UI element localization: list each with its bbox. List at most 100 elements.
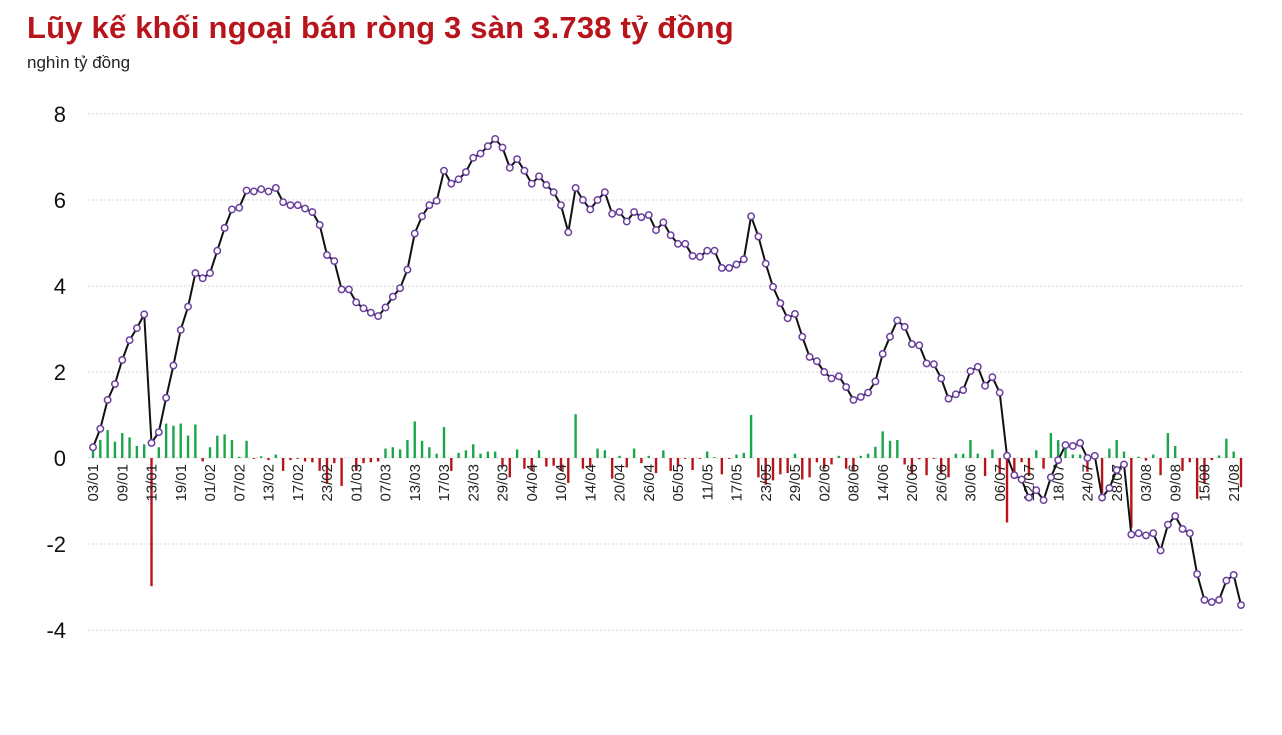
cumulative-point bbox=[710, 246, 719, 255]
daily-net-bar bbox=[925, 458, 928, 476]
cumulative-point bbox=[973, 362, 982, 371]
cumulative-point bbox=[483, 142, 492, 151]
daily-net-bar bbox=[179, 423, 182, 458]
daily-net-bar bbox=[376, 458, 380, 462]
daily-net-bar bbox=[1042, 458, 1045, 469]
cumulative-point bbox=[1083, 454, 1092, 462]
daily-net-bar bbox=[479, 453, 482, 458]
cumulative-point bbox=[1098, 493, 1107, 502]
cumulative-point bbox=[213, 246, 222, 255]
cumulative-point bbox=[1076, 439, 1085, 447]
cumulative-point bbox=[630, 208, 639, 216]
daily-net-bar bbox=[698, 458, 702, 459]
daily-net-bar bbox=[391, 447, 394, 458]
daily-net-bar bbox=[727, 458, 731, 459]
cumulative-point bbox=[235, 203, 244, 212]
cumulative-point bbox=[1134, 529, 1143, 538]
daily-net-bar bbox=[618, 455, 621, 458]
daily-net-bar bbox=[932, 458, 936, 459]
x-tick-label: 29/03 bbox=[495, 464, 512, 502]
x-tick-label: 15/08 bbox=[1197, 464, 1214, 502]
cumulative-point bbox=[652, 226, 660, 235]
cumulative-point bbox=[1200, 595, 1209, 604]
daily-net-bar bbox=[486, 451, 490, 458]
x-axis-ticks: 03/01 09/01 13/01 19/01 01/02 07/02 13/02 17/02… bbox=[85, 464, 1243, 502]
daily-net-bar bbox=[1181, 458, 1184, 471]
x-tick-label: 14/04 bbox=[582, 464, 599, 502]
daily-net-bar bbox=[559, 458, 563, 471]
x-tick-label: 20/04 bbox=[612, 464, 629, 502]
cumulative-point bbox=[1149, 529, 1158, 538]
daily-net-bar bbox=[333, 458, 336, 464]
daily-net-bar bbox=[983, 458, 987, 477]
daily-net-bar bbox=[910, 458, 914, 475]
cumulative-point bbox=[615, 208, 624, 216]
cumulative-point bbox=[308, 208, 317, 216]
cumulative-point bbox=[110, 380, 119, 388]
daily-net-bar bbox=[186, 435, 190, 458]
cumulative-point bbox=[1207, 598, 1216, 606]
cumulative-point bbox=[381, 303, 390, 312]
cumulative-point bbox=[856, 392, 865, 401]
cumulative-point bbox=[725, 263, 734, 272]
daily-net-bar bbox=[355, 458, 358, 471]
cumulative-point bbox=[132, 324, 141, 333]
cumulative-point bbox=[103, 396, 112, 404]
daily-net-bar bbox=[1100, 458, 1104, 494]
daily-net-bar bbox=[267, 458, 270, 461]
daily-net-bar bbox=[1166, 433, 1170, 458]
daily-net-bar bbox=[1005, 458, 1009, 523]
cumulative-point bbox=[922, 359, 931, 368]
cumulative-point bbox=[432, 196, 441, 205]
x-tick-label: 24/07 bbox=[1080, 464, 1097, 502]
x-tick-label: 17/05 bbox=[729, 464, 746, 502]
daily-net-bar bbox=[764, 458, 767, 485]
daily-net-bar bbox=[1239, 458, 1243, 488]
y-tick-label: 4 bbox=[54, 274, 66, 299]
cumulative-point bbox=[878, 349, 887, 358]
daily-net-bar bbox=[589, 458, 592, 468]
cumulative-point bbox=[271, 184, 280, 192]
x-tick-label: 20/06 bbox=[904, 464, 921, 502]
cumulative-point bbox=[520, 166, 529, 175]
daily-net-bar bbox=[786, 458, 789, 474]
daily-net-bar bbox=[289, 458, 292, 461]
cumulative-point bbox=[374, 312, 383, 321]
cumulative-point bbox=[491, 134, 500, 143]
x-tick-label: 09/01 bbox=[114, 464, 131, 502]
cumulative-point bbox=[703, 246, 712, 255]
daily-net-bar bbox=[545, 458, 548, 467]
daily-net-bar bbox=[230, 439, 234, 458]
cumulative-point bbox=[820, 368, 829, 376]
daily-net-bar bbox=[435, 453, 438, 458]
daily-net-bar bbox=[296, 458, 299, 459]
cumulative-point bbox=[944, 394, 953, 403]
cumulative-point bbox=[118, 356, 127, 364]
daily-net-bar bbox=[464, 450, 468, 458]
cumulative-point bbox=[1039, 496, 1048, 505]
daily-net-bar bbox=[581, 458, 585, 469]
cumulative-point bbox=[293, 201, 302, 210]
daily-net-bars bbox=[91, 414, 1243, 587]
cumulative-point bbox=[834, 372, 843, 381]
cumulative-point bbox=[842, 383, 851, 391]
cumulative-point bbox=[140, 310, 149, 319]
cumulative-point bbox=[1215, 595, 1224, 604]
daily-net-bar bbox=[998, 458, 1001, 474]
daily-net-bar bbox=[1210, 458, 1213, 461]
daily-net-bar bbox=[1078, 454, 1082, 458]
cumulative-point bbox=[1003, 451, 1011, 460]
chart-title: Lũy kế khối ngoại bán ròng 3 sàn 3.738 t… bbox=[27, 10, 734, 45]
x-tick-label: 13/02 bbox=[261, 464, 278, 502]
daily-net-bar bbox=[918, 458, 921, 460]
daily-net-bar bbox=[852, 458, 855, 471]
cumulative-point bbox=[1156, 546, 1165, 555]
daily-net-bar bbox=[888, 440, 892, 458]
daily-net-bar bbox=[1035, 450, 1038, 458]
x-tick-label: 19/01 bbox=[173, 464, 190, 502]
daily-net-bar bbox=[940, 458, 943, 474]
y-tick-label: 8 bbox=[54, 102, 66, 127]
cumulative-point bbox=[527, 179, 536, 188]
daily-net-bar bbox=[128, 437, 131, 458]
cumulative-point bbox=[1054, 456, 1063, 465]
